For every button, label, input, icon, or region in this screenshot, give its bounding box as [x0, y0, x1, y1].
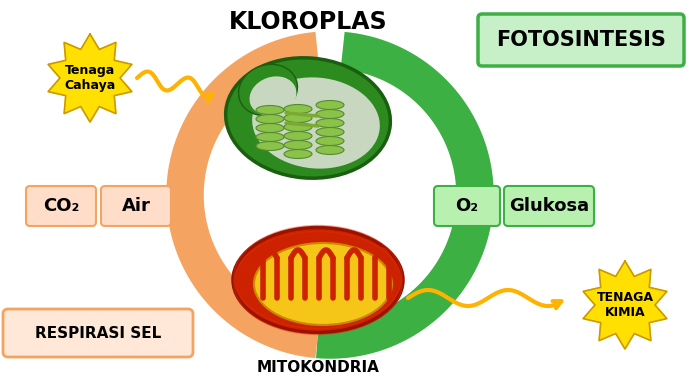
Text: MITOKONDRIA: MITOKONDRIA [257, 360, 379, 376]
Text: CO₂: CO₂ [43, 197, 79, 215]
Ellipse shape [256, 106, 284, 115]
Polygon shape [583, 261, 667, 349]
Ellipse shape [256, 123, 284, 133]
Text: KLOROPLAS: KLOROPLAS [229, 10, 387, 34]
Ellipse shape [284, 141, 312, 149]
Text: Air: Air [122, 197, 150, 215]
Ellipse shape [284, 131, 312, 141]
Ellipse shape [316, 109, 344, 118]
Ellipse shape [284, 123, 312, 131]
FancyBboxPatch shape [3, 309, 193, 357]
Ellipse shape [316, 128, 344, 136]
Ellipse shape [254, 243, 392, 325]
FancyBboxPatch shape [504, 186, 594, 226]
Ellipse shape [256, 115, 284, 123]
Ellipse shape [284, 104, 312, 114]
Text: FOTOSINTESIS: FOTOSINTESIS [496, 30, 666, 50]
Ellipse shape [256, 133, 284, 141]
Text: O₂: O₂ [455, 197, 479, 215]
Ellipse shape [316, 118, 344, 128]
Text: TENAGA
KIMIA: TENAGA KIMIA [596, 291, 654, 319]
Text: Glukosa: Glukosa [509, 197, 589, 215]
Ellipse shape [316, 136, 344, 146]
Ellipse shape [316, 101, 344, 109]
FancyBboxPatch shape [26, 186, 96, 226]
Ellipse shape [251, 76, 381, 170]
Ellipse shape [284, 149, 312, 158]
Text: RESPIRASI SEL: RESPIRASI SEL [35, 325, 161, 341]
Ellipse shape [284, 114, 312, 123]
Polygon shape [48, 34, 132, 122]
Text: Tenaga
Cahaya: Tenaga Cahaya [64, 64, 116, 92]
FancyBboxPatch shape [101, 186, 171, 226]
Ellipse shape [233, 227, 403, 333]
FancyBboxPatch shape [434, 186, 500, 226]
Ellipse shape [316, 146, 344, 155]
Ellipse shape [256, 141, 284, 150]
Ellipse shape [239, 64, 297, 116]
Ellipse shape [250, 76, 296, 116]
Ellipse shape [226, 58, 390, 178]
FancyBboxPatch shape [478, 14, 684, 66]
